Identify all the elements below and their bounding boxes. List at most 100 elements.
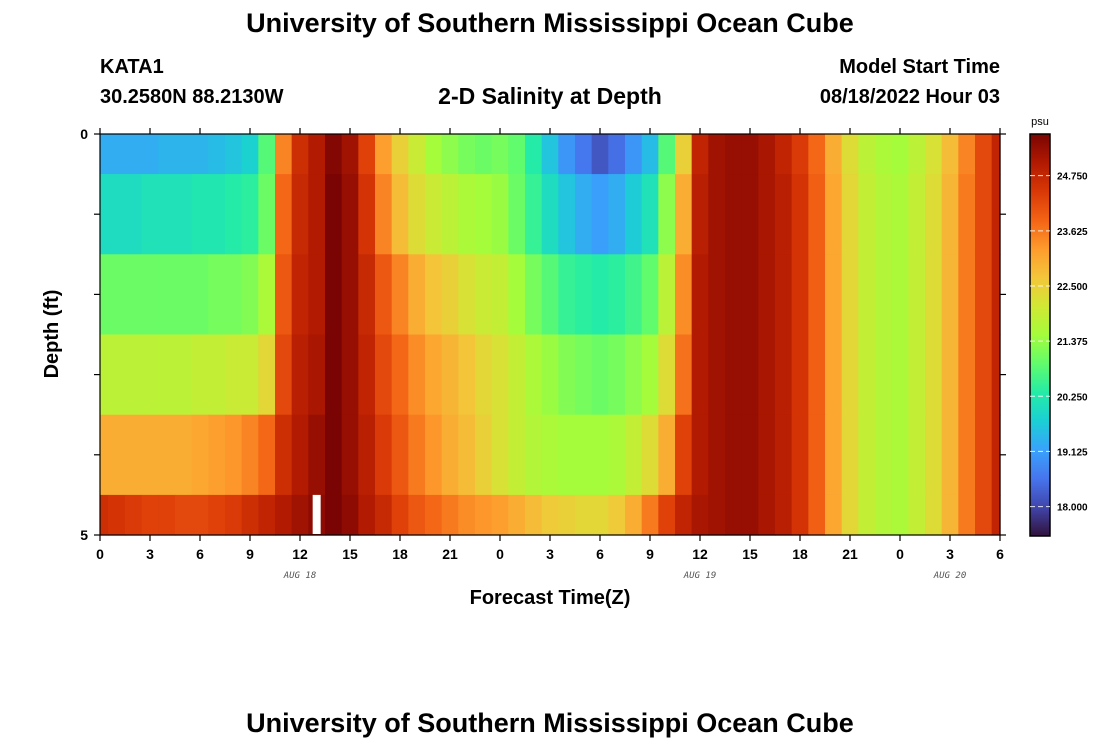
- heatmap-cell: [475, 414, 493, 496]
- heatmap-cell: [458, 134, 476, 175]
- heatmap-cell: [791, 254, 809, 336]
- heatmap-cell: [808, 494, 826, 536]
- heatmap-cell: [558, 134, 576, 175]
- heatmap-cell: [591, 414, 609, 496]
- heatmap-cell: [225, 334, 243, 416]
- heatmap-cell: [941, 174, 959, 255]
- heatmap-cell: [775, 174, 793, 255]
- heatmap-cell: [141, 334, 159, 416]
- heatmap-cell: [391, 254, 409, 336]
- heatmap-cell: [391, 174, 409, 255]
- x-tick-label: 9: [246, 546, 254, 562]
- heatmap-cell: [908, 254, 926, 336]
- heatmap-cell: [241, 334, 259, 416]
- heatmap-cell: [591, 174, 609, 255]
- heatmap-cell: [425, 134, 443, 175]
- heatmap-cell: [158, 414, 176, 496]
- heatmap-cell: [258, 414, 276, 496]
- heatmap-cell: [125, 134, 143, 175]
- heatmap-cell: [208, 134, 226, 175]
- heatmap-cell: [541, 414, 559, 496]
- heatmap-cell: [341, 174, 359, 255]
- heatmap-cell: [125, 414, 143, 496]
- heatmap-cell: [608, 254, 626, 336]
- heatmap-cell: [100, 414, 109, 496]
- heatmap-cell: [325, 174, 343, 255]
- heatmap-cell: [908, 494, 926, 536]
- x-tick-label: 6: [596, 546, 604, 562]
- heatmap-cell: [275, 134, 293, 175]
- heatmap-cell: [358, 134, 376, 175]
- heatmap-cell: [675, 134, 693, 175]
- heatmap-cell: [275, 174, 293, 255]
- heatmap-cell: [825, 174, 843, 255]
- heatmap-cell: [658, 254, 676, 336]
- heatmap-cell: [808, 174, 826, 255]
- heatmap-cell: [100, 494, 109, 536]
- date-label: AUG 18: [283, 571, 317, 581]
- heatmap-cell: [575, 494, 593, 536]
- heatmap-cell: [100, 174, 109, 255]
- heatmap-cell: [108, 414, 126, 496]
- heatmap-cell: [975, 174, 993, 255]
- x-axis: 0 3 6 9 12 15 18 21 0 3 6 9 12 15 18 21 0 3 6 AUG 18 AUG 19 A…: [96, 128, 1004, 581]
- heatmap-cell: [975, 254, 993, 336]
- heatmap-cell: [641, 494, 659, 536]
- heatmap-cell: [625, 134, 643, 175]
- heatmap-cell: [775, 414, 793, 496]
- heatmap-cell: [458, 254, 476, 336]
- heatmap-cell: [675, 494, 693, 536]
- heatmap-cell: [141, 254, 159, 336]
- heatmap-cell: [541, 134, 559, 175]
- heatmap-cell: [341, 494, 359, 536]
- heatmap-cell: [558, 494, 576, 536]
- heatmap-cell: [958, 494, 976, 536]
- x-axis-title: Forecast Time(Z): [470, 587, 631, 609]
- heatmap-cell: [391, 414, 409, 496]
- heatmap-cell: [491, 334, 509, 416]
- heatmap-cell: [675, 414, 693, 496]
- heatmap-cell: [708, 174, 726, 255]
- heatmap-cell: [191, 174, 209, 255]
- heatmap-cell: [191, 334, 209, 416]
- heatmap-cell: [725, 174, 743, 255]
- heatmap-cell: [508, 334, 526, 416]
- heatmap-cell: [475, 494, 493, 536]
- heatmap-cell: [425, 414, 443, 496]
- colorbar-tick-label: 22.500: [1057, 282, 1088, 293]
- colorbar-tick-label: 23.625: [1057, 227, 1088, 238]
- heatmap-cell: [725, 414, 743, 496]
- heatmap-cell: [458, 494, 476, 536]
- heatmap-cell: [391, 494, 409, 536]
- heatmap-cell: [608, 174, 626, 255]
- heatmap-cell: [375, 494, 393, 536]
- x-tick-label: 0: [496, 546, 504, 562]
- heatmap-cell: [158, 174, 176, 255]
- x-tick-label: 6: [196, 546, 204, 562]
- heatmap-cell: [100, 334, 109, 416]
- heatmap-cell: [175, 334, 193, 416]
- heatmap-cell: [975, 334, 993, 416]
- heatmap-cell: [925, 334, 943, 416]
- colorbar-tick-label: 20.250: [1057, 392, 1088, 403]
- model-start-time: 08/18/2022 Hour 03: [819, 86, 1000, 108]
- heatmap-cell: [125, 254, 143, 336]
- heatmap-cell: [475, 134, 493, 175]
- heatmap-cell: [508, 494, 526, 536]
- heatmap-cell: [741, 254, 759, 336]
- heatmap-cell: [525, 134, 543, 175]
- heatmap-cell: [175, 414, 193, 496]
- heatmap-cell: [441, 174, 459, 255]
- heatmap-cell: [325, 414, 343, 496]
- heatmap-cell: [725, 494, 743, 536]
- heatmap-cell: [741, 414, 759, 496]
- heatmap-cell: [325, 334, 343, 416]
- heatmap-cell: [325, 254, 343, 336]
- heatmap-cell: [325, 134, 343, 175]
- heatmap-cell: [341, 134, 359, 175]
- y-axis-title: Depth (ft): [41, 290, 63, 379]
- heatmap-cell: [758, 494, 776, 536]
- heatmap-cell: [758, 134, 776, 175]
- heatmap-cell: [241, 414, 259, 496]
- heatmap-cell: [191, 494, 209, 536]
